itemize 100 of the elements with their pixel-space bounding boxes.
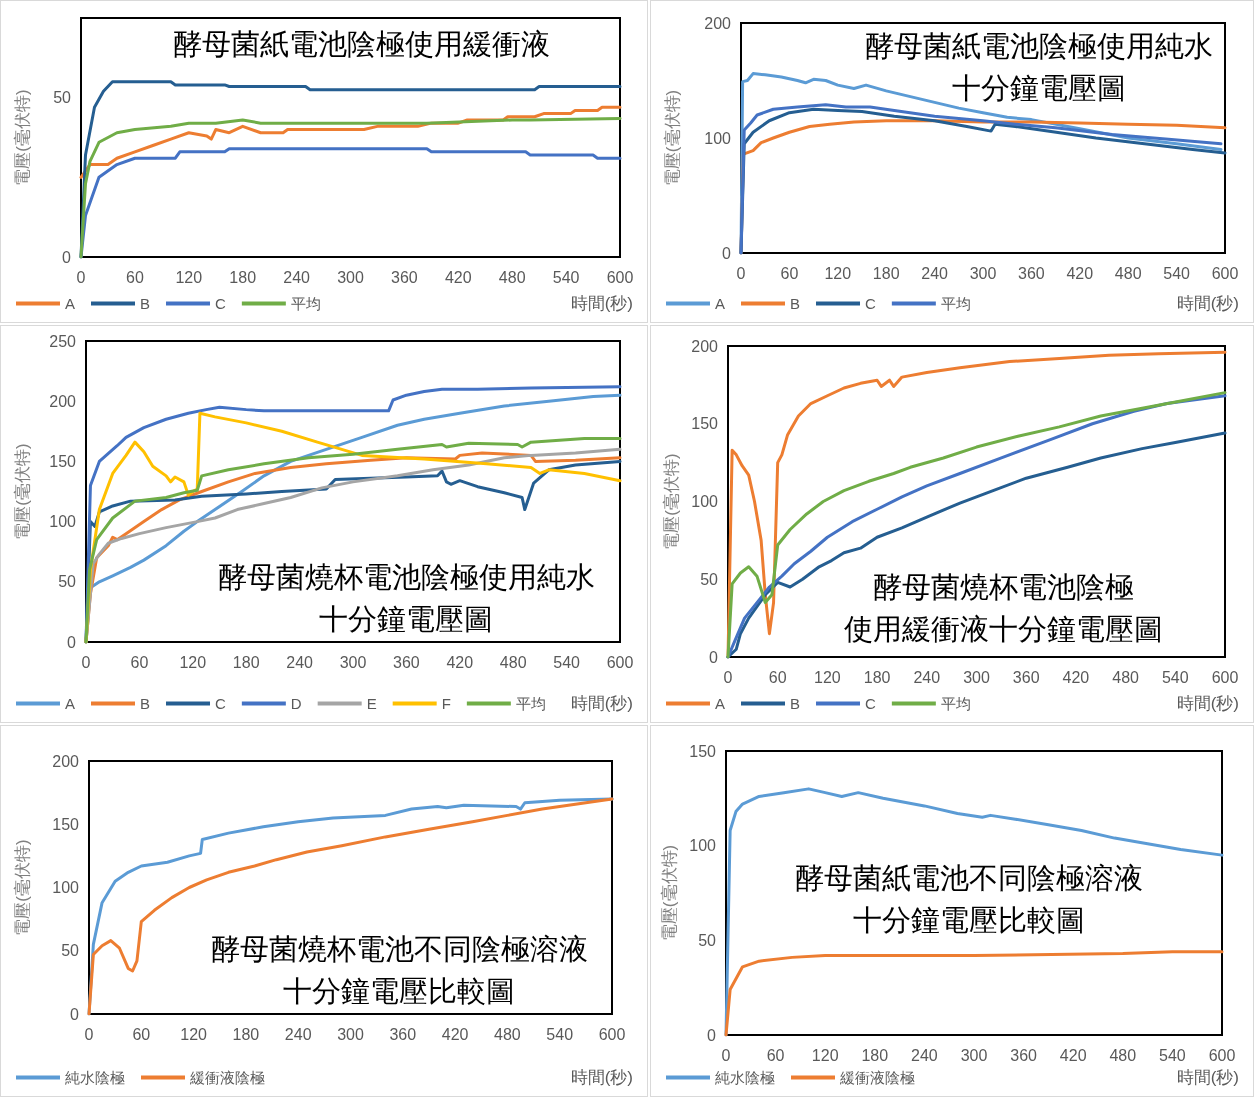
x-tick-label: 420 — [1066, 264, 1094, 282]
y-tick-label: 50 — [58, 573, 77, 591]
x-tick-label: 480 — [499, 653, 527, 671]
legend-label: B — [140, 295, 151, 312]
x-tick-label: 300 — [960, 1046, 988, 1064]
y-tick-label: 100 — [689, 837, 717, 855]
line-series — [79, 116, 622, 259]
x-tick-label: 60 — [126, 268, 144, 286]
x-tick-label: 0 — [736, 264, 746, 282]
x-tick-label: 300 — [339, 653, 367, 671]
legend-label: B — [790, 295, 801, 312]
y-tick-label: 100 — [704, 129, 732, 147]
y-tick-label: 250 — [49, 332, 77, 350]
x-tick-label: 480 — [1114, 264, 1142, 282]
x-tick-label: 60 — [766, 1046, 785, 1064]
legend-label: D — [290, 695, 302, 712]
legend-label: F — [441, 695, 451, 712]
y-axis-title: 電壓(毫伏特) — [660, 844, 680, 942]
x-tick-label: 360 — [393, 653, 420, 671]
x-tick-label: 600 — [598, 1025, 626, 1043]
text: 酵母菌燒杯電池陰極使用純水十分鐘電壓圖 — [217, 560, 595, 636]
y-tick-label: 50 — [53, 89, 72, 107]
legend-label: A — [715, 695, 726, 712]
y-tick-label: 200 — [704, 14, 732, 32]
y-tick-label: 200 — [49, 392, 77, 410]
text: 酵母菌燒杯電池陰極使用緩衝液十分鐘電壓圖 — [843, 570, 1163, 646]
x-axis-title: 時間(秒) — [1176, 294, 1240, 313]
legend-label: A — [65, 295, 76, 312]
y-tick-label: 150 — [52, 815, 80, 833]
x-tick-label: 420 — [1062, 668, 1090, 686]
x-tick-label: 180 — [863, 668, 891, 686]
y-tick-label: 100 — [52, 879, 80, 896]
x-tick-label: 360 — [389, 1025, 417, 1043]
y-tick-label: 100 — [49, 513, 77, 531]
x-axis-title: 時間(秒) — [570, 1068, 634, 1087]
legend-label: 平均 — [940, 295, 971, 312]
y-tick-label: 150 — [49, 452, 77, 470]
y-axis-title: 電壓(毫伏特) — [662, 453, 682, 550]
legend-label: B — [790, 695, 801, 712]
x-tick-label: 300 — [337, 1025, 364, 1043]
legend-label: C — [215, 695, 227, 712]
y-tick-label: 0 — [67, 633, 77, 651]
x-tick-label: 300 — [337, 268, 364, 286]
legend-label: A — [65, 695, 76, 712]
legend-label: A — [715, 295, 726, 312]
x-axis-title: 時間(秒) — [1176, 694, 1240, 713]
x-tick-label: 60 — [132, 1025, 151, 1043]
y-tick-label: 50 — [698, 931, 717, 949]
x-tick-label: 180 — [861, 1046, 889, 1064]
x-tick-label: 180 — [229, 268, 257, 286]
x-tick-label: 600 — [606, 653, 634, 671]
chart-title: 酵母菌紙電池陰極使用緩衝液 — [172, 27, 550, 61]
y-axis-title: 電壓(毫伏特) — [13, 839, 32, 936]
legend-label: C — [865, 695, 877, 712]
y-tick-label: 0 — [62, 248, 72, 266]
x-tick-label: 0 — [84, 1025, 94, 1043]
x-tick-label: 300 — [969, 264, 997, 282]
x-tick-label: 540 — [552, 268, 580, 286]
x-tick-label: 420 — [1059, 1046, 1087, 1064]
x-tick-label: 120 — [814, 668, 841, 686]
x-tick-label: 480 — [494, 1025, 521, 1043]
x-axis-title: 時間(秒) — [1176, 1068, 1240, 1087]
x-tick-label: 120 — [180, 1025, 208, 1043]
y-tick-label: 150 — [691, 415, 719, 433]
x-tick-label: 60 — [780, 264, 799, 282]
x-tick-label: 360 — [1012, 668, 1040, 686]
legend-label: B — [140, 695, 151, 712]
x-tick-label: 480 — [498, 268, 526, 286]
x-tick-label: 360 — [1010, 1046, 1038, 1064]
x-tick-label: 240 — [284, 1025, 312, 1043]
x-tick-label: 600 — [1208, 1046, 1236, 1064]
y-tick-label: 100 — [691, 493, 719, 510]
x-tick-label: 240 — [913, 668, 941, 686]
x-tick-label: 240 — [921, 264, 949, 282]
x-tick-label: 420 — [441, 1025, 469, 1043]
x-tick-label: 240 — [911, 1046, 938, 1064]
x-tick-label: 60 — [768, 668, 787, 686]
x-tick-label: 240 — [286, 653, 314, 671]
y-tick-label: 0 — [722, 244, 732, 262]
x-tick-label: 180 — [232, 653, 260, 671]
x-tick-label: 540 — [1161, 668, 1189, 686]
legend-label: 平均 — [940, 695, 971, 712]
x-tick-label: 600 — [1211, 668, 1239, 686]
x-tick-label: 360 — [1018, 264, 1045, 282]
x-tick-label: 0 — [81, 653, 91, 671]
x-tick-label: 540 — [553, 653, 581, 671]
y-tick-label: 50 — [61, 942, 80, 960]
legend-label: C — [865, 295, 877, 312]
y-axis-title: 電壓(毫伏特) — [13, 443, 32, 540]
x-tick-label: 600 — [1211, 264, 1239, 282]
x-tick-label: 180 — [872, 264, 900, 282]
x-tick-label: 600 — [606, 268, 634, 286]
x-tick-label: 240 — [283, 268, 311, 286]
x-tick-label: 420 — [444, 268, 472, 286]
legend-label: 純水陰極 — [65, 1069, 125, 1086]
text: 酵母菌燒杯電池不同陰極溶液十分鐘電壓比較圖 — [210, 932, 588, 1008]
x-tick-label: 120 — [179, 653, 207, 671]
x-tick-label: 360 — [391, 268, 418, 286]
x-tick-label: 120 — [175, 268, 203, 286]
y-tick-label: 50 — [700, 570, 719, 588]
